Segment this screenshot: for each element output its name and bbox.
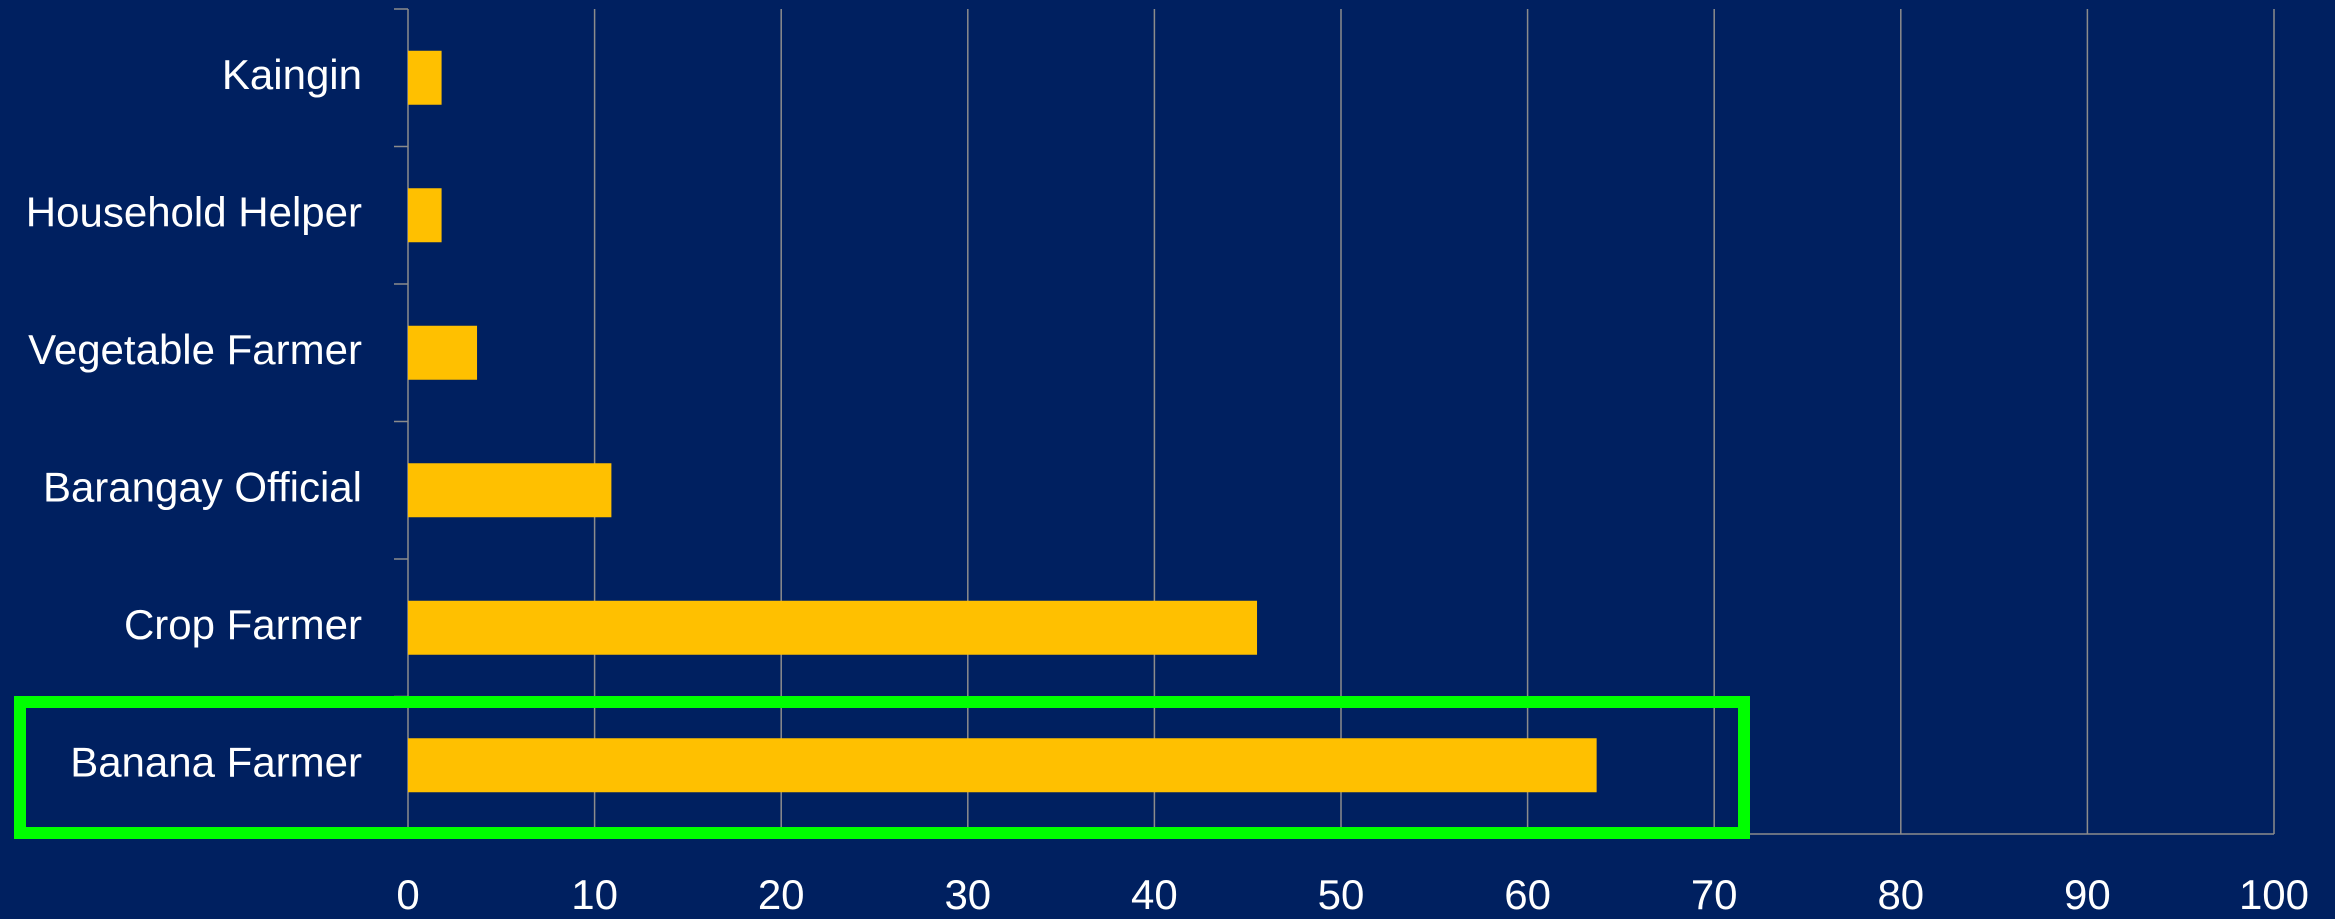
- x-tick-label: 10: [571, 871, 618, 918]
- bar: [408, 188, 442, 243]
- x-tick-label: 20: [758, 871, 805, 918]
- x-tick-label: 30: [944, 871, 991, 918]
- x-tick-label: 80: [1877, 871, 1924, 918]
- x-tick-label: 50: [1318, 871, 1365, 918]
- bar: [408, 463, 612, 518]
- y-tick-label: Household Helper: [26, 188, 362, 235]
- x-tick-label: 90: [2064, 871, 2111, 918]
- x-tick-label: 60: [1504, 871, 1551, 918]
- y-tick-label: Crop Farmer: [124, 601, 362, 648]
- y-tick-label: Banana Farmer: [70, 738, 362, 785]
- y-tick-label: Barangay Official: [43, 463, 362, 510]
- bar: [408, 325, 478, 380]
- y-tick-label: Vegetable Farmer: [28, 326, 362, 373]
- highlight-box: [14, 696, 1750, 839]
- y-tick-label: Kaingin: [222, 51, 362, 98]
- x-tick-label: 100: [2239, 871, 2309, 918]
- x-tick-label: 40: [1131, 871, 1178, 918]
- bar: [408, 50, 442, 105]
- bar: [408, 600, 1258, 655]
- plot-area: 0 10 20 30 40 50 60 70 80 90 100 Kaingin Household H…: [26, 8, 2309, 918]
- x-tick-label: 0: [396, 871, 419, 918]
- bar: [408, 738, 1597, 793]
- x-tick-label: 70: [1691, 871, 1738, 918]
